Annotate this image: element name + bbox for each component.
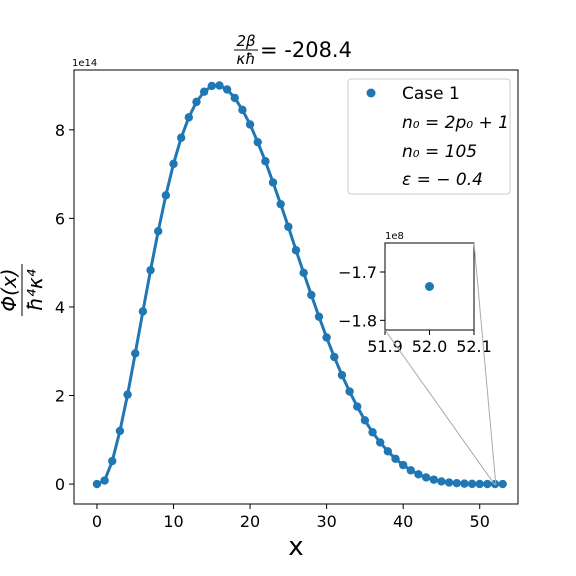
y-tick-label: 0 (55, 475, 65, 494)
data-point (368, 428, 377, 437)
y-tick-label: 6 (55, 209, 65, 228)
data-point (498, 479, 507, 489)
data-point (475, 479, 484, 489)
x-tick-label: 10 (163, 512, 183, 531)
data-point (268, 178, 278, 187)
data-point (398, 460, 408, 470)
x-tick-label: 40 (393, 512, 413, 531)
y-axis-label-denominator: ħ⁴κ⁴ (23, 269, 47, 311)
data-point (253, 137, 262, 147)
chart-title-value: = -208.4 (260, 38, 352, 62)
legend-entry-parameter: ε = − 0.4 (402, 170, 483, 190)
legend-entry-series: Case 1 (402, 84, 460, 104)
data-point (421, 473, 431, 482)
data-point (444, 478, 454, 487)
data-point (437, 477, 446, 486)
data-point (406, 466, 416, 475)
data-point (299, 268, 308, 278)
data-point (115, 426, 125, 436)
data-point (146, 265, 155, 275)
inset-y-offset-text: 1e8 (385, 231, 404, 242)
data-point (131, 349, 140, 358)
data-point (92, 479, 102, 489)
y-axis-label: Φ(x) ħ⁴κ⁴ (0, 264, 47, 316)
x-axis-label: x (288, 532, 303, 562)
chart-title-fraction-denominator: κħ (236, 50, 255, 68)
data-point (154, 227, 163, 236)
data-point (391, 454, 400, 464)
y-tick-label: 2 (55, 387, 65, 406)
x-tick-label: 20 (240, 512, 260, 531)
data-point (460, 479, 469, 488)
legend: Case 1 n₀ = 2p₀ + 1 n₀ = 105 ε = − 0.4 (347, 78, 511, 195)
x-tick-label: 0 (92, 512, 102, 531)
connector-line-right (473, 242, 497, 485)
inset-y-tick-label: −1.8 (338, 311, 377, 330)
legend-frame (347, 78, 511, 195)
data-point (383, 447, 393, 456)
data-point (414, 470, 423, 479)
legend-entry-parameter: n₀ = 2p₀ + 1 (402, 113, 509, 133)
inset-data-point (425, 282, 434, 291)
data-point (261, 157, 270, 166)
legend-marker-case-1 (366, 88, 376, 98)
inset-x-tick-label: 52.0 (412, 337, 448, 356)
data-point (108, 456, 117, 466)
data-point (161, 191, 171, 200)
data-point (215, 81, 224, 90)
data-point (345, 387, 354, 396)
data-point (176, 133, 186, 142)
legend-entry-parameter: n₀ = 105 (402, 142, 477, 162)
data-point (230, 93, 239, 103)
data-point (429, 475, 438, 484)
data-point (238, 105, 247, 115)
chart-title-fraction-numerator: 2β (236, 32, 256, 50)
y-tick-label: 8 (55, 121, 65, 140)
data-point (207, 81, 216, 91)
data-point (284, 222, 293, 231)
x-tick-label: 30 (316, 512, 336, 531)
data-point (123, 390, 132, 399)
y-axis-offset-text: 1e14 (72, 58, 97, 69)
data-point (467, 479, 477, 489)
data-point (322, 333, 331, 342)
connector-line-left (384, 329, 495, 485)
data-point (276, 199, 285, 209)
inset-connector-lines (384, 242, 497, 485)
inset-y-tick-label: −1.7 (338, 263, 377, 282)
data-point (353, 402, 362, 411)
data-point (452, 478, 461, 488)
data-point (100, 476, 109, 485)
inset-x-tick-label: 51.9 (367, 337, 403, 356)
data-point (222, 85, 232, 94)
data-point (169, 159, 178, 169)
data-point (138, 307, 148, 316)
data-point (307, 290, 316, 300)
data-point (184, 113, 194, 122)
y-tick-label: 4 (55, 298, 65, 317)
data-point (330, 352, 339, 362)
data-point (245, 120, 255, 129)
data-point (192, 97, 201, 107)
inset-x-tick-label: 52.1 (456, 337, 492, 356)
plot-frame (73, 69, 519, 505)
data-point (337, 370, 347, 380)
x-tick-label: 50 (470, 512, 490, 531)
data-point (360, 416, 370, 425)
y-axis-label-numerator: Φ(x) (0, 268, 21, 311)
data-point (199, 87, 209, 96)
data-point (376, 438, 385, 447)
data-point (483, 479, 492, 489)
data-point (314, 312, 324, 321)
data-point (291, 246, 301, 255)
inset-plot: 1e8 51.9 52.0 52.1 −1.8 −1.7 (338, 231, 492, 356)
plot-area: 0 10 20 30 40 50 0 2 4 6 8 (55, 69, 519, 531)
